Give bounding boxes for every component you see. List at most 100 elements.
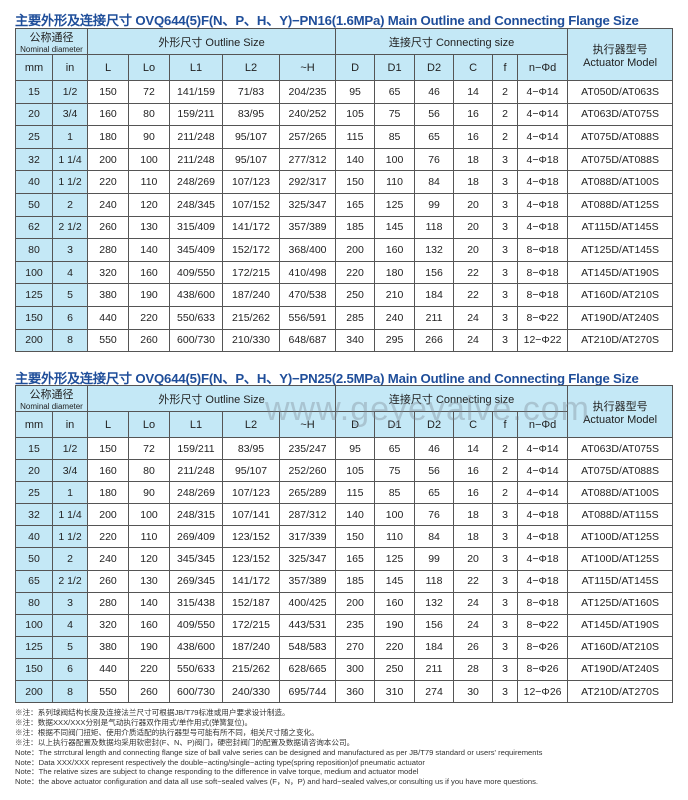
table-row: 150 6 440 220 550/633 215/262 556/591 285 240 211… (15, 305, 674, 330)
table-cell: 156 (414, 260, 455, 285)
header-outline-size: 外形尺寸 Outline Size (87, 28, 337, 55)
table-cell: 184 (414, 635, 455, 659)
table-cell: 8−Φ26 (517, 657, 569, 682)
table-cell: 80 (15, 238, 53, 262)
table-cell: 211/248 (169, 147, 224, 172)
table-cell: 180 (87, 481, 130, 505)
table-cell: 368/400 (279, 238, 337, 262)
table-cell: 26 (453, 635, 494, 659)
table-cell: 32 (15, 503, 53, 527)
table-cell: 16 (453, 481, 494, 505)
table-cell: 240 (87, 547, 130, 571)
table-cell: 8−Φ18 (517, 260, 569, 285)
table-cell: 220 (374, 635, 416, 659)
table-cell: 6 (51, 305, 89, 330)
table-cell: 277/312 (279, 147, 337, 172)
table-row: 20 3/4 160 80 159/211 83/95 240/252 105 75 56 16 2 4… (15, 102, 674, 127)
table-cell: 180 (374, 260, 416, 285)
note-line: Note：The relative sizes are subject to c… (15, 767, 419, 777)
table-cell: AT050D/AT063S (567, 80, 674, 104)
table-cell: 185 (335, 215, 376, 240)
table-row: 125 5 380 190 438/600 187/240 470/538 250 210 184… (15, 283, 674, 307)
table-cell: 3 (492, 547, 519, 571)
table-title-pn25: 主要外形及连接尺寸 OVQ644(5)F(N、P、H、Y)−PN25(2.5MP… (15, 371, 639, 386)
table-cell: 8−Φ26 (517, 635, 569, 659)
table-cell: 345/409 (169, 238, 224, 262)
table-cell: 1 (51, 481, 89, 505)
table-cell: 125 (15, 283, 53, 307)
table-cell: 20 (453, 192, 494, 217)
table-cell: 141/172 (222, 215, 281, 240)
table-cell: 24 (453, 305, 494, 330)
table-cell: 72 (128, 436, 171, 461)
table-cell: 440 (87, 657, 130, 682)
table-cell: 210/330 (222, 328, 281, 353)
table-cell: 56 (414, 459, 455, 483)
table-cell: 295 (374, 328, 416, 353)
table-cell: 200 (15, 328, 53, 353)
table-cell: 200 (87, 147, 130, 172)
table-cell: 5 (51, 635, 89, 659)
header-connecting-size: 连接尺寸 Connecting size (335, 385, 569, 412)
table-cell: 12−Φ26 (517, 680, 569, 704)
table-cell: AT145D/AT190S (567, 613, 674, 637)
table-cell: 438/600 (169, 283, 224, 307)
table-cell: 4−Φ18 (517, 569, 569, 593)
table-cell: 250 (374, 657, 416, 682)
table-cell: 4−Φ14 (517, 125, 569, 149)
note-line: Note：The strrctural length and connectin… (15, 747, 543, 757)
table-cell: 3/4 (51, 102, 89, 127)
table-cell: 150 (87, 436, 130, 461)
table-cell: 269/345 (169, 569, 224, 593)
table-cell: 85 (374, 125, 416, 149)
table-cell: 550 (87, 328, 130, 353)
column-header: L2 (222, 411, 281, 438)
table-cell: 30 (453, 680, 494, 704)
table-cell: 3 (492, 635, 519, 659)
table-row: 40 1 1/2 220 110 248/269 107/123 292/317 150 110… (15, 170, 674, 194)
table-row: 32 1 1/4 200 100 211/248 95/107 277/312 140 100 7… (15, 147, 674, 172)
table-cell: 3 (492, 305, 519, 330)
table-cell: 4−Φ14 (517, 481, 569, 505)
table-cell: 357/389 (279, 569, 337, 593)
header-nominal-label-en: Nominal diameter (20, 45, 83, 54)
table-cell: 40 (15, 170, 53, 194)
table-cell: 200 (87, 503, 130, 527)
table-cell: 100 (128, 147, 171, 172)
table-row: 50 2 240 120 345/345 123/152 325/347 165 125 99 20… (15, 547, 674, 571)
table-cell: 4−Φ18 (517, 192, 569, 217)
column-header: in (51, 411, 89, 438)
table-cell: 16 (453, 102, 494, 127)
table-cell: 24 (453, 328, 494, 353)
column-header: n−Φd (517, 54, 569, 81)
table-cell: AT190D/AT240S (567, 305, 674, 330)
column-header: f (492, 411, 519, 438)
table-cell: 5 (51, 283, 89, 307)
table-cell: 140 (128, 591, 171, 615)
table-cell: 150 (335, 170, 376, 194)
table-cell: 123/152 (222, 525, 281, 549)
table-cell: 4−Φ14 (517, 459, 569, 483)
table-cell: 248/315 (169, 503, 224, 527)
table-cell: 20 (453, 238, 494, 262)
table-cell: 24 (453, 613, 494, 637)
spec-table-pn25: 公称通径 Nominal diameter 外形尺寸 Outline Size 连接尺… (14, 385, 674, 704)
table-cell: 152/187 (222, 591, 281, 615)
table-cell: 3 (492, 591, 519, 615)
table-row: 40 1 1/2 220 110 269/409 123/152 317/339 150 110… (15, 525, 674, 549)
table-row: 20 3/4 160 80 211/248 95/107 252/260 105 75 56 16 2… (15, 459, 674, 483)
table-cell: 172/215 (222, 613, 281, 637)
table-cell: 123/152 (222, 547, 281, 571)
table-cell: 118 (414, 569, 455, 593)
table-cell: 325/347 (279, 192, 337, 217)
table-row: 125 5 380 190 438/600 187/240 548/583 270 220 184… (15, 635, 674, 659)
table-cell: 160 (128, 613, 171, 637)
table-cell: 648/687 (279, 328, 337, 353)
table-cell: 165 (335, 192, 376, 217)
table-cell: 204/235 (279, 80, 337, 104)
table-cell: 260 (128, 328, 171, 353)
table-cell: 145 (374, 569, 416, 593)
table-cell: 65 (414, 481, 455, 505)
table-cell: 132 (414, 238, 455, 262)
